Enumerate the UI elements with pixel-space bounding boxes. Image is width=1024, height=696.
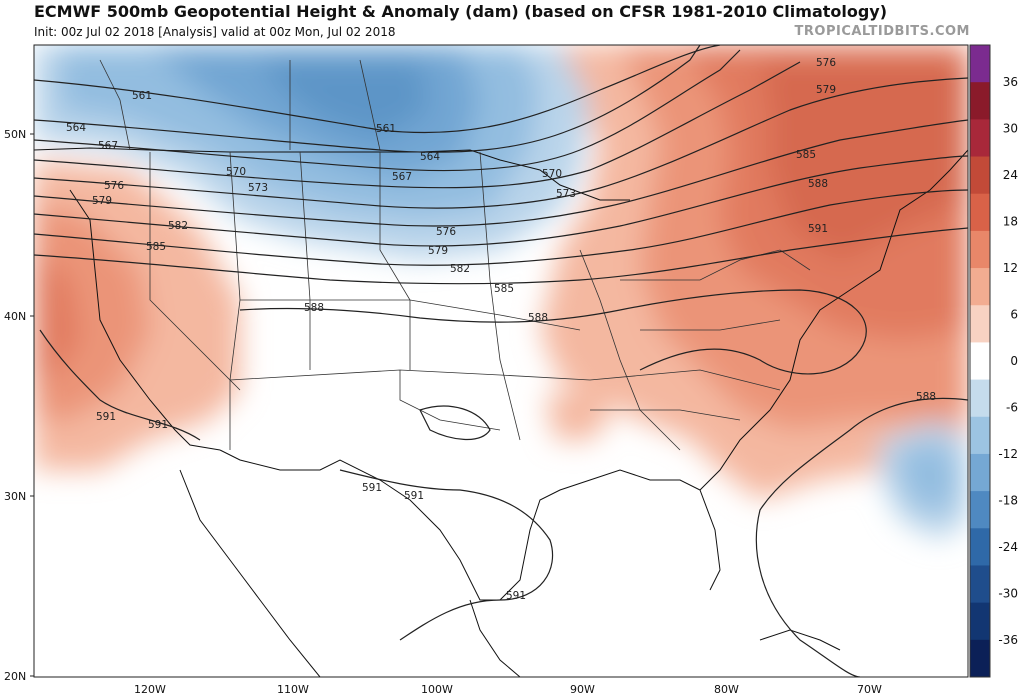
colorbar-swatch xyxy=(970,230,990,269)
contour-label: 591 xyxy=(404,490,424,502)
plot-frame xyxy=(33,44,969,678)
longitude-labels: 120W 110W 100W 90W 80W 70W xyxy=(134,683,882,696)
lat-label: 50N xyxy=(4,128,26,141)
contour-label: 582 xyxy=(450,263,470,275)
lat-label: 40N xyxy=(4,310,26,323)
colorbar-frame xyxy=(969,44,991,678)
anomaly-colorbar: 36 30 24 18 12 6 0 -6 -12 -18 -24 -30 -36 xyxy=(969,44,1018,678)
colorbar-tick-label: 36 xyxy=(1003,75,1018,89)
colorbar-swatch xyxy=(970,156,990,195)
map-title: ECMWF 500mb Geopotential Height & Anomal… xyxy=(34,2,888,21)
contour-label: 582 xyxy=(168,220,188,232)
lat-label: 30N xyxy=(4,490,26,503)
contour-label: 591 xyxy=(96,411,116,423)
contour-label: 576 xyxy=(816,57,836,69)
colorbar-swatch xyxy=(970,565,990,604)
lon-label: 100W xyxy=(421,683,453,696)
colorbar-tick-label: -36 xyxy=(998,633,1018,647)
colorbar-tick-label: -6 xyxy=(1006,400,1018,414)
contour-label: 591 xyxy=(362,482,382,494)
contour-label: 561 xyxy=(376,123,396,135)
colorbar-swatch xyxy=(970,528,990,566)
colorbar-tick-label: 0 xyxy=(1010,354,1018,368)
map-subtitle: Init: 00z Jul 02 2018 [Analysis] valid a… xyxy=(34,25,395,39)
height-contours xyxy=(34,45,968,677)
colorbar-swatch xyxy=(970,193,990,232)
colorbar-tick-label: -12 xyxy=(998,447,1018,461)
colorbar-swatch xyxy=(970,342,990,381)
colorbar-tick-label: 6 xyxy=(1010,308,1018,322)
colorbar-swatch xyxy=(970,305,990,343)
colorbar-tick-label: -24 xyxy=(998,540,1018,554)
contour-label: 567 xyxy=(98,140,118,152)
colorbar-tick-label: 18 xyxy=(1003,215,1018,229)
contour-label: 585 xyxy=(796,149,816,161)
lon-label: 80W xyxy=(714,683,739,696)
latitude-labels: 50N 40N 30N 20N xyxy=(4,128,34,683)
contour-label: 585 xyxy=(146,241,166,253)
colorbar-swatch xyxy=(970,416,990,455)
site-credit: TROPICALTIDBITS.COM xyxy=(794,24,970,39)
contour-labels: 561 564 567 570 573 576 579 582 585 588 … xyxy=(66,57,936,602)
analysis-tag: [Analysis] xyxy=(158,25,217,39)
contour-label: 573 xyxy=(556,188,576,200)
contour-label: 576 xyxy=(104,180,124,192)
lon-label: 120W xyxy=(134,683,166,696)
colorbar-swatch xyxy=(970,379,990,418)
colorbar-tick-label: 12 xyxy=(1003,261,1018,275)
colorbar-tick-label: 30 xyxy=(1003,122,1018,136)
contour-label: 588 xyxy=(528,312,548,324)
contour-label: 588 xyxy=(304,302,324,314)
contour-label: 576 xyxy=(436,226,456,238)
colorbar-swatch xyxy=(970,602,990,641)
contour-label: 564 xyxy=(66,122,86,134)
anomaly-field: 561 564 567 570 573 576 579 582 585 588 … xyxy=(34,45,968,677)
init-time: Init: 00z Jul 02 2018 xyxy=(34,25,155,39)
contour-label: 585 xyxy=(494,283,514,295)
lon-label: 110W xyxy=(277,683,309,696)
coastlines xyxy=(34,147,968,677)
colorbar-swatch xyxy=(970,268,990,306)
contour-label: 579 xyxy=(816,84,836,96)
state-borders xyxy=(99,59,811,451)
colorbar-swatch xyxy=(970,639,990,678)
colorbar-swatch xyxy=(970,45,990,83)
colorbar-swatch xyxy=(970,491,990,529)
contour-label: 570 xyxy=(226,166,246,178)
lon-label: 90W xyxy=(570,683,595,696)
contour-label: 579 xyxy=(428,245,448,257)
contour-label: 579 xyxy=(92,195,112,207)
colorbar-swatch xyxy=(970,119,990,158)
lat-label: 20N xyxy=(4,670,26,683)
contour-label: 591 xyxy=(808,223,828,235)
contour-label: 588 xyxy=(808,178,828,190)
contour-label: 588 xyxy=(916,391,936,403)
contour-label: 573 xyxy=(248,182,268,194)
contour-label: 570 xyxy=(542,168,562,180)
contour-label: 591 xyxy=(506,590,526,602)
lon-label: 70W xyxy=(857,683,882,696)
colorbar-tick-label: -18 xyxy=(998,493,1018,507)
contour-label: 564 xyxy=(420,151,440,163)
colorbar-tick-label: 24 xyxy=(1003,168,1018,182)
colorbar-tick-label: -30 xyxy=(998,586,1018,600)
contour-label: 561 xyxy=(132,90,152,102)
valid-time: valid at 00z Mon, Jul 02 2018 xyxy=(220,25,396,39)
contour-label: 567 xyxy=(392,171,412,183)
contour-label: 591 xyxy=(148,419,168,431)
colorbar-swatch xyxy=(970,453,990,492)
colorbar-swatch xyxy=(970,82,990,120)
